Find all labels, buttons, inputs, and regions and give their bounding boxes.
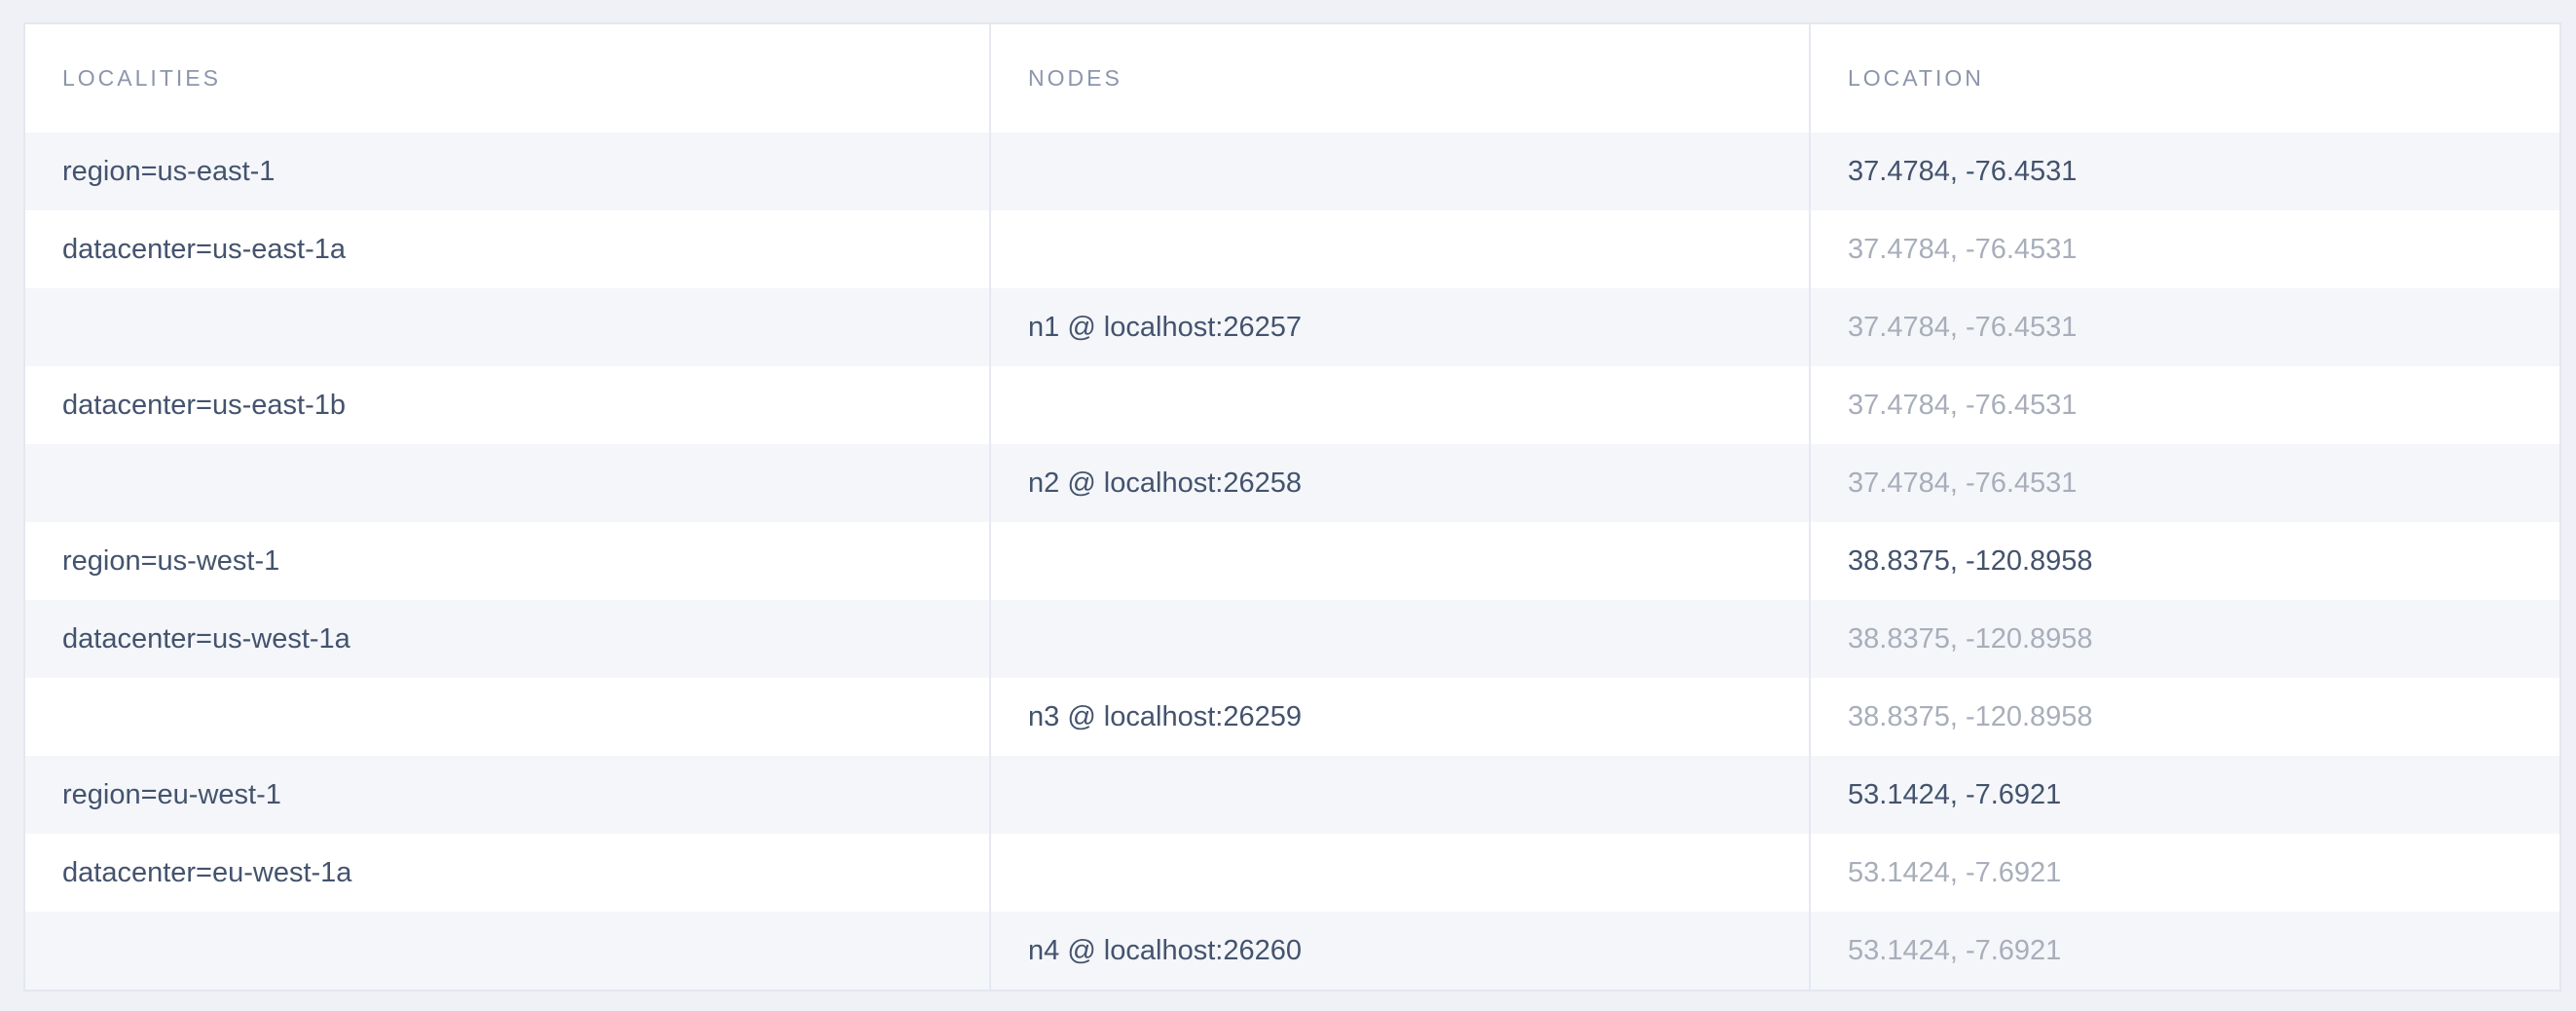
column-header-localities: LOCALITIES xyxy=(25,24,991,132)
node-cell: n3 @ localhost:26259 xyxy=(991,678,1811,756)
table-row: n3 @ localhost:26259 38.8375, -120.8958 xyxy=(25,678,2559,756)
location-cell: 53.1424, -7.6921 xyxy=(1811,756,2559,834)
node-cell xyxy=(991,756,1811,834)
locality-cell: region=us-west-1 xyxy=(25,522,991,600)
localities-table: LOCALITIES NODES LOCATION region=us-east… xyxy=(25,24,2559,990)
table-row: region=us-west-1 38.8375, -120.8958 xyxy=(25,522,2559,600)
node-cell xyxy=(991,366,1811,444)
table-row: region=eu-west-1 53.1424, -7.6921 xyxy=(25,756,2559,834)
node-cell xyxy=(991,210,1811,288)
locality-cell: datacenter=eu-west-1a xyxy=(25,834,991,912)
location-cell: 37.4784, -76.4531 xyxy=(1811,366,2559,444)
node-cell: n1 @ localhost:26257 xyxy=(991,288,1811,366)
node-cell xyxy=(991,600,1811,678)
location-cell: 38.8375, -120.8958 xyxy=(1811,678,2559,756)
table-row: datacenter=us-east-1b 37.4784, -76.4531 xyxy=(25,366,2559,444)
table-row: n1 @ localhost:26257 37.4784, -76.4531 xyxy=(25,288,2559,366)
location-cell: 38.8375, -120.8958 xyxy=(1811,600,2559,678)
table-row: n4 @ localhost:26260 53.1424, -7.6921 xyxy=(25,912,2559,990)
table-row: datacenter=us-west-1a 38.8375, -120.8958 xyxy=(25,600,2559,678)
locality-cell: region=eu-west-1 xyxy=(25,756,991,834)
location-cell: 37.4784, -76.4531 xyxy=(1811,210,2559,288)
location-cell: 37.4784, -76.4531 xyxy=(1811,132,2559,210)
table-row: datacenter=us-east-1a 37.4784, -76.4531 xyxy=(25,210,2559,288)
table-row: datacenter=eu-west-1a 53.1424, -7.6921 xyxy=(25,834,2559,912)
location-cell: 38.8375, -120.8958 xyxy=(1811,522,2559,600)
locality-cell xyxy=(25,444,991,522)
node-cell: n4 @ localhost:26260 xyxy=(991,912,1811,990)
locality-cell: datacenter=us-west-1a xyxy=(25,600,991,678)
localities-report-table: LOCALITIES NODES LOCATION region=us-east… xyxy=(23,22,2561,992)
table-header-row: LOCALITIES NODES LOCATION xyxy=(25,24,2559,132)
locality-cell: datacenter=us-east-1b xyxy=(25,366,991,444)
table-row: n2 @ localhost:26258 37.4784, -76.4531 xyxy=(25,444,2559,522)
locality-cell xyxy=(25,912,991,990)
location-cell: 53.1424, -7.6921 xyxy=(1811,912,2559,990)
location-cell: 53.1424, -7.6921 xyxy=(1811,834,2559,912)
column-header-location: LOCATION xyxy=(1811,24,2559,132)
locality-cell xyxy=(25,678,991,756)
locality-cell: region=us-east-1 xyxy=(25,132,991,210)
locality-cell xyxy=(25,288,991,366)
table-row: region=us-east-1 37.4784, -76.4531 xyxy=(25,132,2559,210)
node-cell xyxy=(991,132,1811,210)
node-cell xyxy=(991,522,1811,600)
locality-cell: datacenter=us-east-1a xyxy=(25,210,991,288)
location-cell: 37.4784, -76.4531 xyxy=(1811,444,2559,522)
node-cell xyxy=(991,834,1811,912)
column-header-nodes: NODES xyxy=(991,24,1811,132)
node-cell: n2 @ localhost:26258 xyxy=(991,444,1811,522)
location-cell: 37.4784, -76.4531 xyxy=(1811,288,2559,366)
